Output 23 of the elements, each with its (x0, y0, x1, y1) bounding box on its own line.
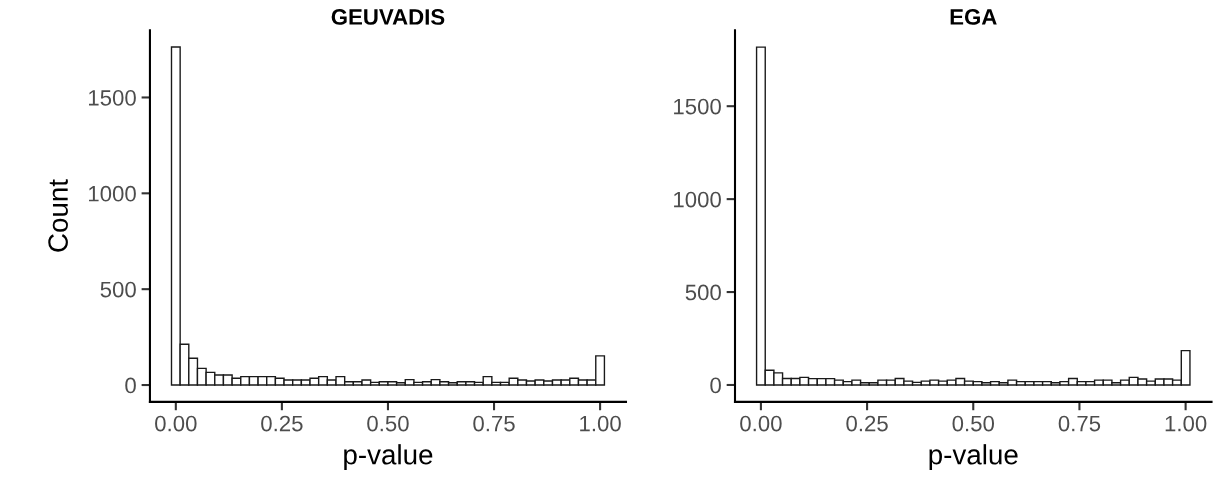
y-tick-label: 1000 (89, 185, 136, 202)
x-tick-label: 1.00 (580, 415, 621, 432)
x-tick-label: 0.00 (740, 415, 782, 432)
x-tick-label: 0.50 (367, 415, 409, 432)
y-tick-label: 500 (100, 281, 136, 298)
x-tick-label: 0.50 (952, 415, 995, 432)
x-tick-label: 0.25 (261, 415, 303, 432)
chart-title: EGA (950, 9, 997, 25)
y-tick-label: 500 (685, 284, 721, 301)
y-tick-label: 1500 (89, 90, 136, 106)
chart-title: GEUVADIS (331, 9, 445, 25)
y-tick-label: 1500 (674, 98, 721, 115)
x-tick-label: 0.75 (473, 415, 515, 432)
y-tick-label: 0 (125, 377, 136, 394)
x-tick-label: 0.75 (1058, 415, 1101, 432)
x-axis-title: p-value (344, 444, 433, 471)
y-tick-label: 0 (710, 377, 721, 394)
y-axis-title: Count (48, 179, 68, 252)
x-tick-label: 1.00 (1165, 415, 1207, 432)
x-tick-label: 0.00 (155, 415, 197, 432)
y-tick-label: 1000 (674, 191, 721, 208)
x-tick-label: 0.25 (846, 415, 888, 432)
x-axis-title: p-value (929, 444, 1018, 471)
